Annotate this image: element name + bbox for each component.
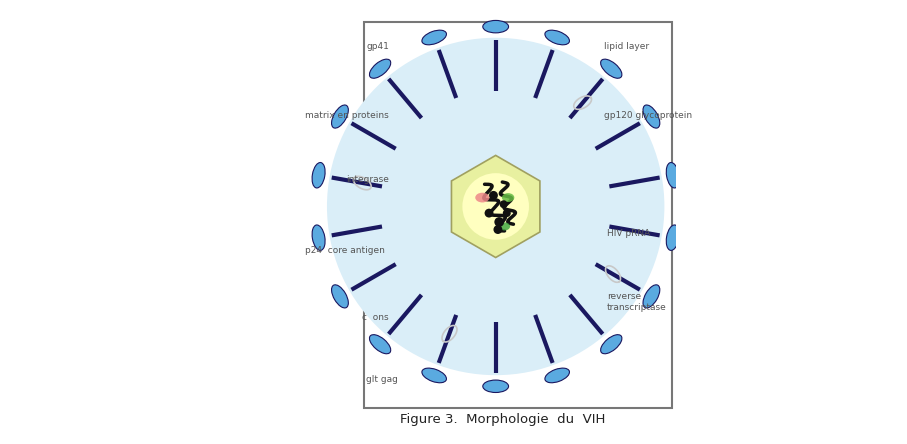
- Ellipse shape: [369, 335, 391, 354]
- Ellipse shape: [667, 225, 679, 250]
- Text: gp120 glycoprotein: gp120 glycoprotein: [604, 111, 693, 120]
- Text: reverse
transcriptase: reverse transcriptase: [607, 292, 667, 312]
- Ellipse shape: [502, 193, 514, 202]
- Text: glt gag: glt gag: [366, 375, 398, 384]
- Text: matrix en proteins: matrix en proteins: [306, 111, 389, 120]
- Circle shape: [409, 120, 582, 293]
- Circle shape: [435, 147, 556, 266]
- Circle shape: [338, 49, 653, 364]
- Circle shape: [454, 164, 538, 249]
- Circle shape: [484, 209, 493, 218]
- Circle shape: [444, 155, 547, 258]
- Ellipse shape: [545, 30, 570, 45]
- Text: c  ons: c ons: [363, 313, 389, 322]
- Circle shape: [489, 191, 498, 200]
- Text: p24  core antigen: p24 core antigen: [305, 246, 385, 255]
- Ellipse shape: [643, 105, 659, 128]
- Ellipse shape: [369, 59, 391, 78]
- Ellipse shape: [483, 380, 509, 392]
- Ellipse shape: [475, 193, 490, 202]
- Circle shape: [493, 225, 502, 234]
- Circle shape: [494, 217, 504, 227]
- Ellipse shape: [600, 59, 622, 78]
- Text: gp41: gp41: [366, 42, 389, 51]
- Ellipse shape: [499, 222, 510, 230]
- Circle shape: [500, 200, 508, 208]
- Circle shape: [349, 60, 642, 353]
- Ellipse shape: [312, 225, 325, 250]
- Circle shape: [360, 71, 631, 342]
- Ellipse shape: [332, 105, 348, 128]
- Circle shape: [502, 209, 511, 217]
- Circle shape: [418, 129, 573, 284]
- Circle shape: [391, 102, 600, 311]
- Ellipse shape: [483, 20, 509, 33]
- Text: Figure 3.  Morphologie  du  VIH: Figure 3. Morphologie du VIH: [400, 413, 606, 426]
- Circle shape: [463, 173, 529, 240]
- Ellipse shape: [600, 335, 622, 354]
- Circle shape: [427, 138, 564, 275]
- Bar: [364, 22, 672, 408]
- Ellipse shape: [422, 30, 446, 45]
- Circle shape: [400, 111, 591, 302]
- Circle shape: [372, 83, 619, 330]
- Bar: [231, 0, 364, 444]
- Circle shape: [383, 93, 609, 320]
- Ellipse shape: [643, 285, 659, 308]
- Circle shape: [327, 38, 665, 375]
- Text: HIV pRNA: HIV pRNA: [607, 229, 650, 238]
- Ellipse shape: [545, 368, 570, 383]
- Ellipse shape: [312, 163, 325, 188]
- Ellipse shape: [422, 368, 446, 383]
- Ellipse shape: [332, 285, 348, 308]
- Polygon shape: [452, 155, 540, 258]
- Ellipse shape: [667, 163, 679, 188]
- Text: lipid layer: lipid layer: [604, 42, 649, 51]
- Text: integrase: integrase: [346, 175, 389, 184]
